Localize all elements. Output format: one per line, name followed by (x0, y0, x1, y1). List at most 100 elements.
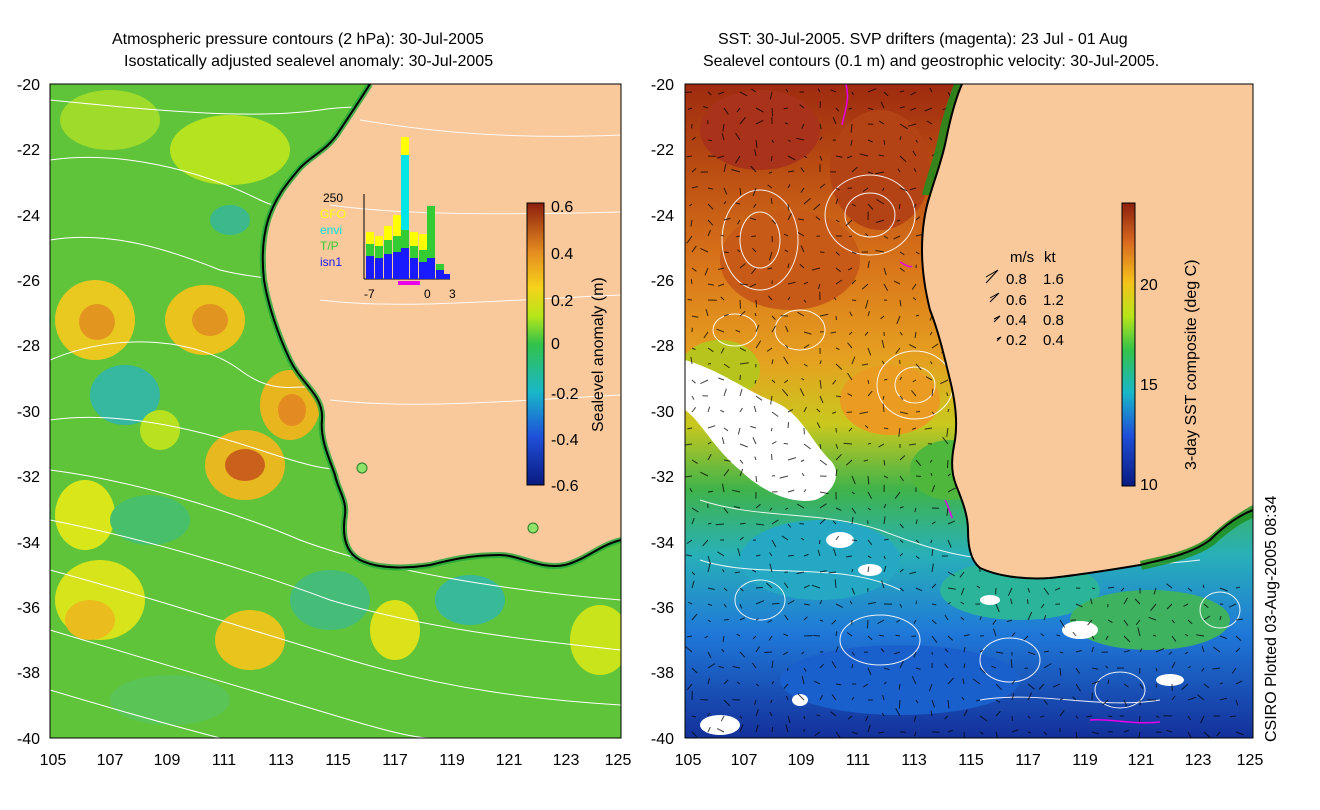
right-map-frame (684, 83, 1254, 739)
x-tick-label: 115 (958, 752, 984, 769)
y-tick-label: -28 (651, 338, 674, 355)
sla-blobs (55, 90, 621, 725)
cloud-mask (685, 360, 1184, 735)
inset-ymax-label: 250 (323, 191, 343, 205)
y-tick-label: -40 (651, 731, 674, 748)
y-tick-label: -24 (17, 208, 40, 225)
x-tick-label: 125 (605, 752, 632, 769)
left-map-frame (49, 83, 622, 739)
tide-gauge-marker (527, 522, 539, 534)
velocity-legend-kt: 0.8 (1043, 312, 1064, 329)
right-x-axis: 105 107 109 111 113 115 117 119 121 123 … (675, 752, 1264, 769)
left-coastline (261, 84, 621, 569)
y-tick-label: -38 (651, 665, 674, 682)
y-tick-label: -20 (17, 77, 40, 94)
y-tick-label: -32 (17, 469, 40, 486)
left-map: 250 GFO envi T/P isn1 -7 0 3 (17, 77, 632, 769)
x-tick-label: 109 (154, 752, 181, 769)
y-tick-label: -22 (651, 142, 674, 159)
velocity-legend-kt-header: kt (1044, 249, 1057, 266)
sla-colorbar-tick: -0.6 (551, 478, 579, 495)
right-land (922, 84, 1253, 579)
right-map: m/s kt 0.8 1.6 0.6 1.2 0.4 0.8 0.2 0.4 2… (651, 77, 1264, 769)
left-title-line2: Isostatically adjusted sealevel anomaly:… (124, 53, 494, 70)
right-title-line2: Sealevel contours (0.1 m) and geostrophi… (703, 53, 1160, 70)
velocity-legend-kt: 0.4 (1043, 332, 1064, 349)
x-tick-label: 113 (268, 752, 294, 769)
velocity-arrow-set (685, 87, 1244, 738)
inset-xtick: -7 (364, 287, 375, 301)
y-tick-label: -36 (651, 600, 674, 617)
sla-colorbar-tick: -0.2 (551, 386, 579, 403)
sla-colorbar: 0.6 0.4 0.2 0 -0.2 -0.4 -0.6 Sealevel an… (526, 199, 607, 495)
sla-colorbar-tick: 0.6 (551, 199, 573, 216)
y-tick-label: -34 (17, 535, 40, 552)
sla-colorbar-tick: -0.4 (551, 432, 579, 449)
x-tick-label: 111 (212, 752, 236, 769)
velocity-legend-ms: 0.4 (1006, 312, 1027, 329)
inset-legend-isn1: isn1 (320, 255, 342, 269)
x-tick-label: 119 (439, 752, 465, 769)
y-tick-label: -26 (17, 273, 40, 290)
y-tick-label: -30 (17, 404, 40, 421)
x-tick-label: 125 (1237, 752, 1264, 769)
inset-xtick: 0 (424, 287, 431, 301)
velocity-legend-ms-header: m/s (1010, 249, 1034, 266)
x-tick-label: 123 (1185, 752, 1212, 769)
velocity-legend: m/s kt 0.8 1.6 0.6 1.2 0.4 0.8 0.2 0.4 (985, 249, 1064, 349)
velocity-legend-ms: 0.8 (1006, 271, 1027, 288)
left-x-axis: 105 107 109 111 113 115 117 119 121 123 … (40, 752, 632, 769)
right-coastline (920, 84, 1253, 580)
x-tick-label: 115 (325, 752, 351, 769)
sla-colorbar-tick: 0.4 (551, 246, 573, 263)
velocity-arrows (685, 87, 1244, 738)
y-tick-label: -38 (17, 665, 40, 682)
x-tick-label: 113 (901, 752, 927, 769)
right-y-axis: -20 -22 -24 -26 -28 -30 -32 -34 -36 -38 … (651, 77, 674, 748)
x-tick-label: 121 (496, 752, 523, 769)
x-tick-label: 117 (1015, 752, 1041, 769)
x-tick-label: 109 (788, 752, 815, 769)
svp-drifter-tracks (841, 84, 1161, 724)
y-tick-label: -40 (17, 731, 40, 748)
x-tick-label: 105 (675, 752, 702, 769)
sst-colorbar-label: 3-day SST composite (deg C) (1183, 260, 1200, 470)
tide-gauge-marker (356, 462, 368, 474)
inset-legend-tp: T/P (320, 239, 339, 253)
x-tick-label: 107 (97, 752, 124, 769)
plot-credit: CSIRO Plotted 03-Aug-2005 08:34 (1263, 496, 1280, 742)
y-tick-label: -22 (17, 142, 40, 159)
velocity-legend-kt: 1.2 (1043, 292, 1064, 309)
x-tick-label: 123 (553, 752, 580, 769)
sst-colorbar-tick: 20 (1140, 277, 1158, 294)
y-tick-label: -34 (651, 535, 674, 552)
sla-colorbar-tick: 0.2 (551, 293, 573, 310)
x-tick-label: 117 (382, 752, 408, 769)
sst-colorbar-tick: 15 (1140, 377, 1158, 394)
x-tick-label: 107 (731, 752, 758, 769)
sst-colorbar-tick: 10 (1140, 477, 1158, 494)
x-tick-label: 111 (846, 752, 870, 769)
sla-colorbar-label: Sealevel anomaly (m) (590, 277, 607, 432)
velocity-legend-ms: 0.2 (1006, 332, 1027, 349)
velocity-legend-kt: 1.6 (1043, 271, 1064, 288)
y-tick-label: -26 (651, 273, 674, 290)
velocity-legend-ms: 0.6 (1006, 292, 1027, 309)
y-tick-label: -28 (17, 338, 40, 355)
left-title-line1: Atmospheric pressure contours (2 hPa): 3… (112, 31, 484, 48)
inset-legend-gfo: GFO (320, 207, 346, 221)
x-tick-label: 119 (1072, 752, 1098, 769)
sst-colorbar: 20 15 10 3-day SST composite (deg C) (1121, 202, 1200, 494)
inset-xtick: 3 (449, 287, 456, 301)
y-tick-label: -36 (17, 600, 40, 617)
y-tick-label: -32 (651, 469, 674, 486)
sla-colorbar-tick: 0 (551, 336, 560, 353)
y-tick-label: -30 (651, 404, 674, 421)
x-tick-label: 105 (40, 752, 67, 769)
y-tick-label: -24 (651, 208, 674, 225)
inset-bars (366, 137, 450, 279)
x-tick-label: 121 (1128, 752, 1155, 769)
right-title-line1: SST: 30-Jul-2005. SVP drifters (magenta)… (718, 31, 1128, 48)
y-tick-label: -20 (651, 77, 674, 94)
left-y-axis: -20 -22 -24 -26 -28 -30 -32 -34 -36 -38 … (17, 77, 40, 748)
